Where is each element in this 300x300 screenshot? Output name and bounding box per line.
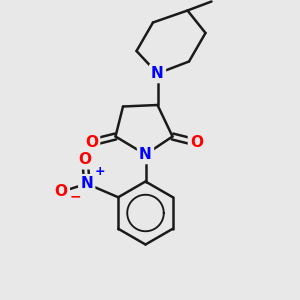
Text: −: − <box>69 189 81 203</box>
Text: O: O <box>190 135 203 150</box>
Text: +: + <box>95 165 106 178</box>
Text: N: N <box>151 66 164 81</box>
Text: O: O <box>55 184 68 199</box>
Text: O: O <box>79 152 92 167</box>
Text: N: N <box>139 147 152 162</box>
Text: N: N <box>80 176 93 191</box>
Text: O: O <box>85 135 98 150</box>
